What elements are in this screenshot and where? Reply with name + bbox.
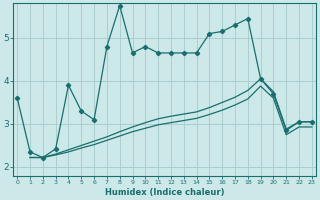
X-axis label: Humidex (Indice chaleur): Humidex (Indice chaleur) (105, 188, 224, 197)
